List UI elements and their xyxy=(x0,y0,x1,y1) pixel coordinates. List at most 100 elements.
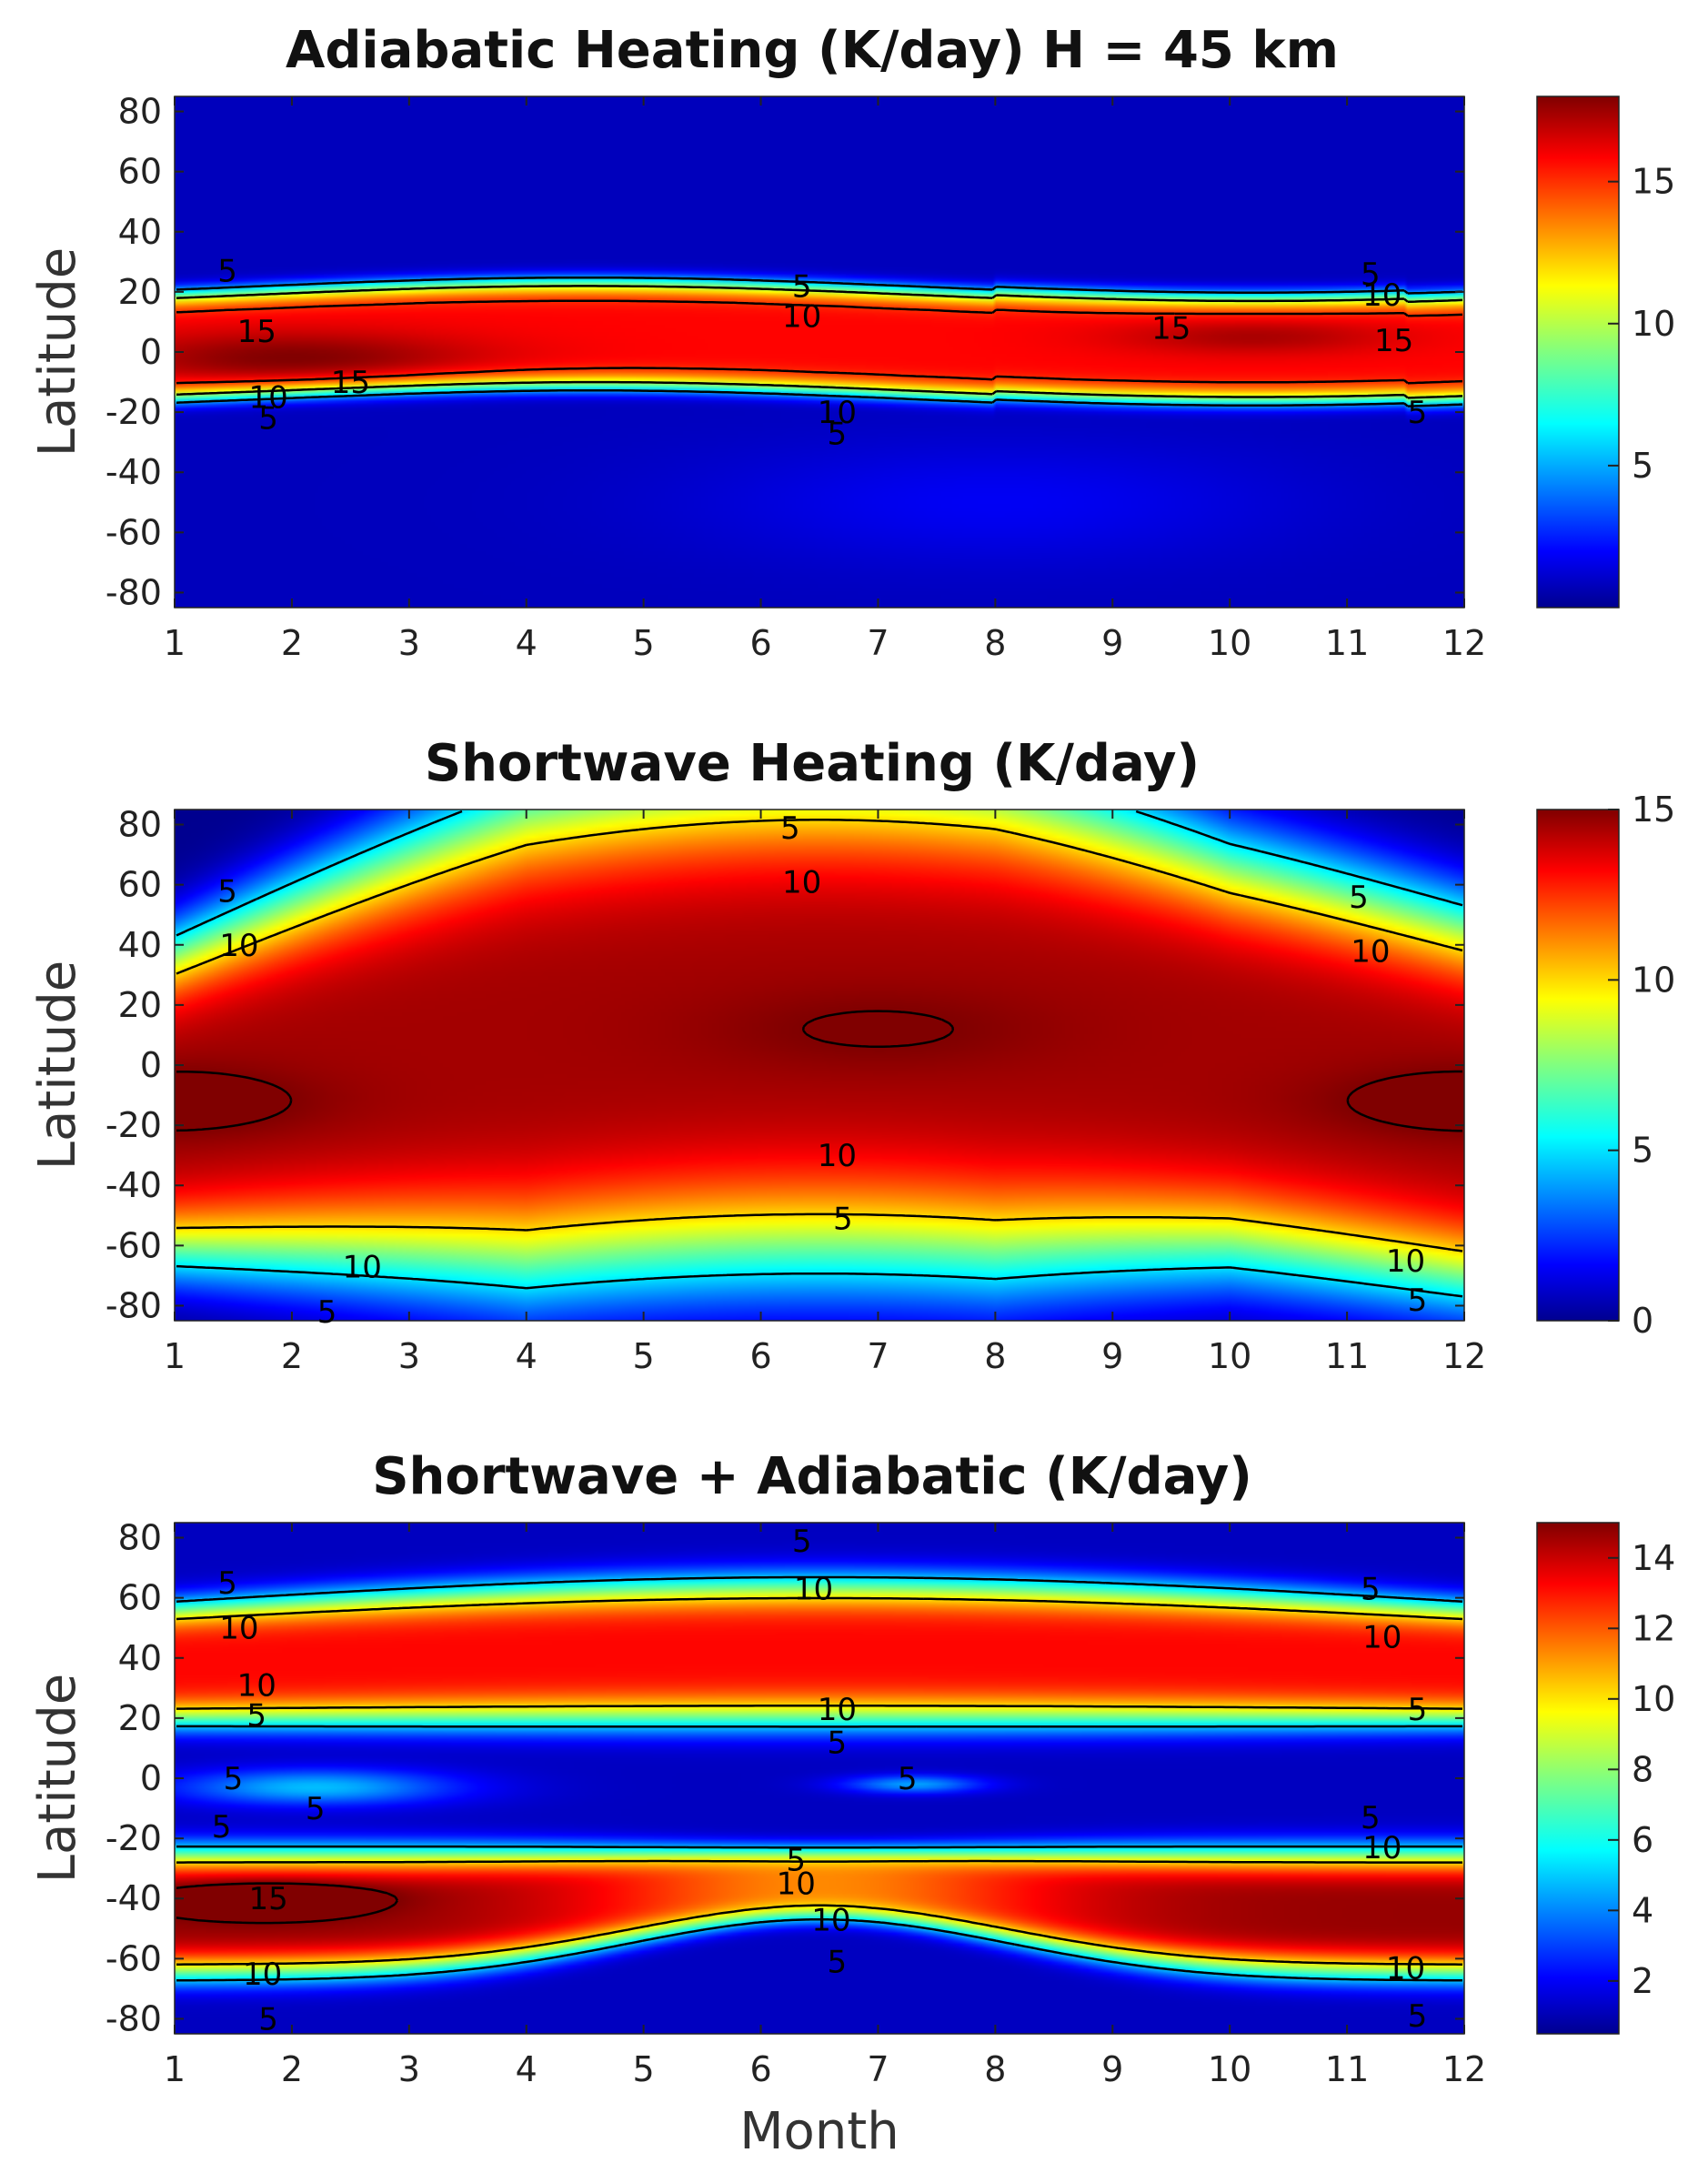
contour-label: 10 xyxy=(1386,1950,1425,1987)
contour-label: 5 xyxy=(246,1698,266,1735)
shortwave-plus-adiabatic-panel: Shortwave + Adiabatic (K/day) 80 60 40 20 0 -… xyxy=(28,1447,1675,2089)
x-tick-label: 2 xyxy=(281,623,303,663)
contour-line-10 xyxy=(176,1596,1463,1966)
contour-label-text: 10 xyxy=(782,864,821,900)
x-tick-label: 8 xyxy=(984,1336,1006,1376)
contour-label: 10 xyxy=(248,380,287,417)
colorbar-tick-label: 10 xyxy=(1632,960,1675,1000)
contour-line-5 xyxy=(176,276,1463,407)
contour-label: 10 xyxy=(237,1668,276,1705)
contour-label-text: 5 xyxy=(792,1524,812,1560)
contour-label-text: 5 xyxy=(1361,257,1381,293)
contour-label: 10 xyxy=(1362,277,1402,314)
contour-label-text: 10 xyxy=(237,1668,276,1705)
y-tick-label: -80 xyxy=(105,572,162,612)
contour-label-text: 10 xyxy=(1362,277,1402,314)
x-tick-label: 5 xyxy=(633,1336,655,1376)
contour-label: 5 xyxy=(786,1842,806,1878)
colorbar-gradient xyxy=(1536,809,1620,1322)
x-axis-label: Month xyxy=(739,2102,899,2161)
x-tick-label: 4 xyxy=(516,623,538,663)
contour-label-text: 5 xyxy=(217,873,237,910)
colorbar-gradient xyxy=(1536,96,1620,609)
x-tick-label: 7 xyxy=(867,2049,889,2089)
y-tick-label: 0 xyxy=(140,332,162,372)
contour-label: 10 xyxy=(811,1902,850,1938)
x-tick-label: 2 xyxy=(281,2049,303,2089)
y-tick-label: 40 xyxy=(118,925,162,965)
y-tick-label: 80 xyxy=(118,805,162,845)
contour-label: 5 xyxy=(1408,1692,1428,1728)
y-tick-label: -60 xyxy=(105,512,162,552)
contour-label-text: 15 xyxy=(1374,323,1413,359)
contour-label: 10 xyxy=(1386,1243,1425,1280)
y-tick-label: 0 xyxy=(140,1758,162,1798)
contour-label: 5 xyxy=(780,810,800,847)
colorbar-ticks: 5 10 15 xyxy=(1608,162,1675,486)
y-tick-label: -60 xyxy=(105,1225,162,1265)
colorbar-tick-label: 5 xyxy=(1632,446,1653,486)
contour-label-text: 5 xyxy=(786,1842,806,1878)
contour-label: 5 xyxy=(792,1524,812,1560)
x-tick-label: 2 xyxy=(281,1336,303,1376)
colorbar-tick-label: 2 xyxy=(1632,1961,1653,2001)
y-tick-label: 60 xyxy=(118,1578,162,1618)
contour-label: 10 xyxy=(818,1138,857,1174)
contour-label: 10 xyxy=(818,1692,857,1728)
contour-label: 5 xyxy=(1408,1998,1428,2035)
x-axis: 1 2 3 4 5 6 7 8 9 10 11 12 xyxy=(164,810,1486,1376)
contour-label: 5 xyxy=(258,401,278,438)
x-tick-label: 12 xyxy=(1442,1336,1486,1376)
x-tick-label: 10 xyxy=(1208,1336,1251,1376)
contour-label-text: 10 xyxy=(818,1138,857,1174)
y-tick-label: 80 xyxy=(118,1518,162,1558)
contour-line-10 xyxy=(176,819,1463,1252)
x-tick-label: 5 xyxy=(633,2049,655,2089)
contour-label: 15 xyxy=(1151,311,1191,347)
contour-line-5 xyxy=(176,1575,1463,1982)
colorbar-tick-label: 12 xyxy=(1632,1608,1675,1648)
y-tick-label: 80 xyxy=(118,92,162,132)
heatmap-image xyxy=(175,96,1464,608)
contour-label: 5 xyxy=(224,1761,244,1797)
contour-label-text: 5 xyxy=(898,1761,918,1797)
contour-label: 10 xyxy=(794,1572,833,1608)
x-tick-label: 9 xyxy=(1101,1336,1123,1376)
x-tick-label: 1 xyxy=(164,623,186,663)
contour-label: 5 xyxy=(833,1202,853,1238)
contour-label-text: 5 xyxy=(780,810,800,847)
x-axis: 1 2 3 4 5 6 7 8 9 10 11 12 xyxy=(164,96,1486,663)
y-tick-label: -20 xyxy=(105,1105,162,1145)
contour-label-text: 10 xyxy=(243,1957,282,1993)
contour-label-text: 10 xyxy=(1386,1950,1425,1987)
contour-label: 10 xyxy=(782,298,821,335)
y-tick-label: 60 xyxy=(118,865,162,905)
colorbar-tick-label: 8 xyxy=(1632,1749,1653,1789)
x-tick-label: 9 xyxy=(1101,2049,1123,2089)
x-tick-label: 1 xyxy=(164,2049,186,2089)
y-tick-label: -60 xyxy=(105,1938,162,1978)
y-tick-label: 40 xyxy=(118,1638,162,1678)
x-tick-label: 4 xyxy=(516,1336,538,1376)
colorbar-tick-label: 15 xyxy=(1632,790,1675,830)
contour-label-text: 15 xyxy=(331,365,370,401)
x-tick-label: 10 xyxy=(1208,623,1251,663)
y-tick-label: 60 xyxy=(118,152,162,192)
contour-label-text: 10 xyxy=(777,1866,816,1903)
panel-title: Shortwave Heating (K/day) xyxy=(425,734,1200,793)
contour-label: 15 xyxy=(1374,323,1413,359)
contour-label-text: 5 xyxy=(1408,395,1428,431)
contour-label-text: 5 xyxy=(1408,1692,1428,1728)
contour-label-text: 5 xyxy=(258,2001,278,2037)
adiabatic-heating-panel: Adiabatic Heating (K/day) H = 45 km 8060… xyxy=(28,21,1675,663)
contour-label-text: 5 xyxy=(212,1809,232,1846)
y-tick-label: 20 xyxy=(118,1698,162,1738)
contour-label-text: 5 xyxy=(833,1202,853,1238)
y-tick-label: 0 xyxy=(140,1045,162,1085)
y-axis-label: Latitude xyxy=(28,247,87,457)
contour-lines xyxy=(176,810,1463,1298)
contour-label-text: 5 xyxy=(224,1761,244,1797)
contour-lines xyxy=(176,1575,1463,1982)
contour-line-15 xyxy=(176,1882,398,1925)
